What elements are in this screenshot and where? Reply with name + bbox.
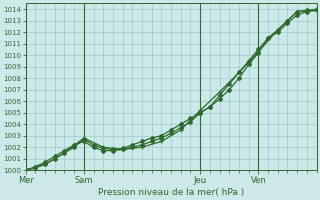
X-axis label: Pression niveau de la mer( hPa ): Pression niveau de la mer( hPa ) — [98, 188, 244, 197]
